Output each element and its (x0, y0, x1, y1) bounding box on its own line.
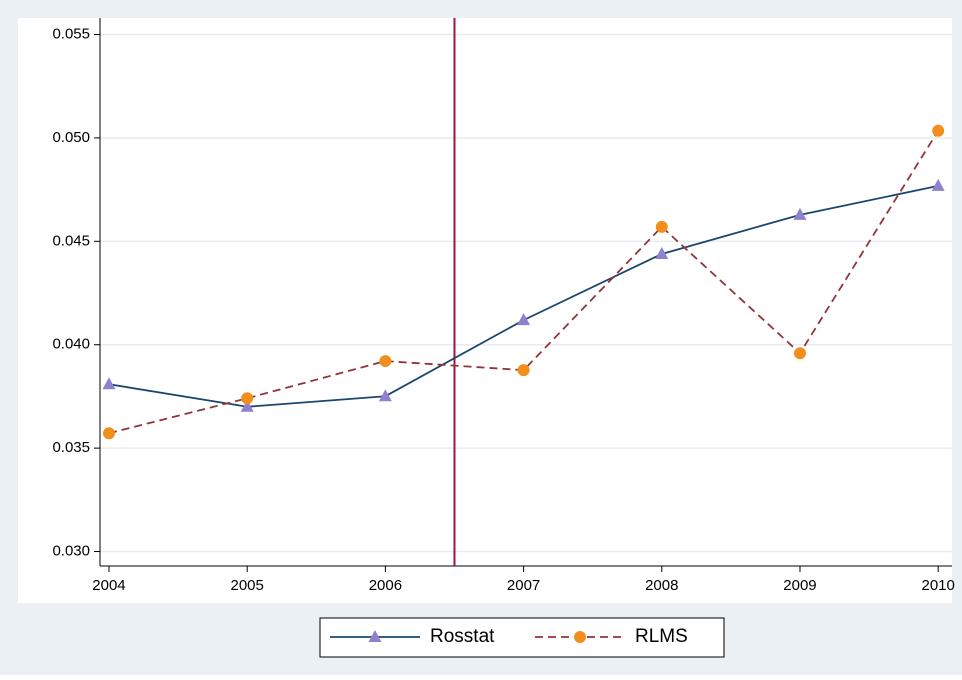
x-tick-label: 2006 (369, 577, 402, 594)
marker (102, 377, 116, 390)
marker (379, 355, 392, 368)
marker (240, 399, 254, 412)
x-tick-label: 2005 (230, 577, 263, 594)
y-tick-label: 0.040 (52, 336, 90, 353)
x-tick-label: 2009 (783, 577, 816, 594)
marker (517, 364, 530, 377)
x-tick-label: 2008 (645, 577, 678, 594)
marker (241, 392, 254, 405)
x-tick-label: 2004 (92, 577, 125, 594)
marker (793, 207, 807, 220)
legend-marker (574, 631, 586, 643)
y-tick-label: 0.045 (52, 232, 90, 249)
plot-region (18, 18, 952, 603)
x-tick-label: 2010 (921, 577, 954, 594)
legend-label: RLMS (635, 626, 688, 647)
y-tick-label: 0.050 (52, 129, 90, 146)
y-tick-label: 0.030 (52, 542, 90, 559)
legend-marker (368, 630, 382, 642)
marker (793, 347, 806, 360)
legend-label: Rosstat (430, 626, 495, 647)
marker (931, 178, 945, 191)
marker (378, 389, 392, 402)
marker (655, 220, 668, 233)
marker (655, 246, 669, 259)
marker (932, 124, 945, 137)
y-tick-label: 0.035 (52, 439, 90, 456)
marker (102, 427, 115, 440)
marker (517, 313, 531, 326)
y-tick-label: 0.055 (52, 26, 90, 43)
x-tick-label: 2007 (507, 577, 540, 594)
